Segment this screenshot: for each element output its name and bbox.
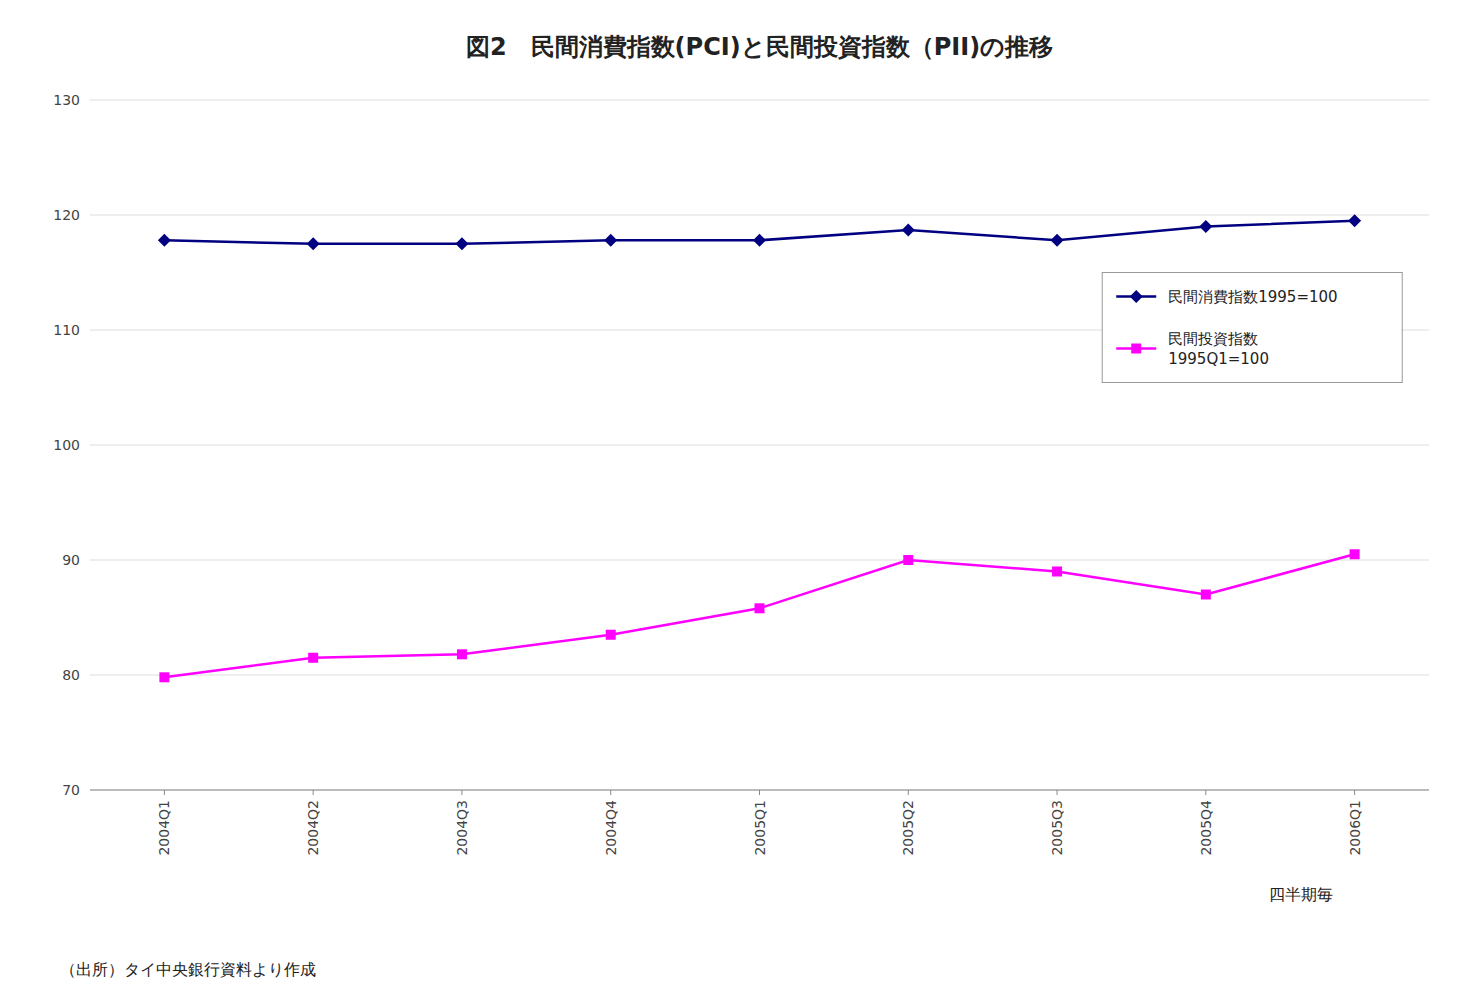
y-tick-label: 120 <box>53 207 80 223</box>
point <box>1348 214 1361 227</box>
x-tick <box>1057 790 1058 795</box>
grid-line <box>90 675 1429 676</box>
x-tick <box>908 790 909 795</box>
x-tick-label: 2005Q3 <box>1049 800 1065 856</box>
grid-line <box>90 215 1429 216</box>
x-tick-label: 2004Q1 <box>156 800 172 856</box>
legend-label: 民間投資指数 1995Q1=100 <box>1168 330 1269 368</box>
point <box>455 237 468 250</box>
title: 図2 民間消費指数(PCI)と民間投資指数（PII)の推移 <box>466 33 1053 61</box>
x-tick-label: 2005Q4 <box>1198 800 1214 856</box>
point <box>753 234 766 247</box>
x-axis-label: 四半期毎 <box>1269 885 1333 904</box>
x-tick-label: 2004Q2 <box>305 800 321 856</box>
point <box>158 234 171 247</box>
x-tick <box>461 790 462 795</box>
point <box>903 555 913 565</box>
x-tick-label: 2005Q1 <box>752 800 768 856</box>
x-tick <box>759 790 760 795</box>
grid-line <box>90 445 1429 446</box>
x-tick <box>164 790 165 795</box>
x-tick <box>1354 790 1355 795</box>
series-line <box>164 554 1354 677</box>
point <box>606 630 616 640</box>
chart: 図2 民間消費指数(PCI)と民間投資指数（PII)の推移 70 80 90 100 11… <box>0 0 1479 1000</box>
y-tick-label: 70 <box>62 782 80 798</box>
point <box>1350 549 1360 559</box>
x-tick <box>1205 790 1206 795</box>
grid-line <box>90 100 1429 101</box>
legend-label-line: 1995Q1=100 <box>1168 350 1269 368</box>
legend-box <box>1102 273 1402 383</box>
point <box>902 223 915 236</box>
x-tick-label: 2004Q3 <box>454 800 470 856</box>
point <box>755 603 765 613</box>
x-tick <box>313 790 314 795</box>
y-tick-label: 110 <box>53 322 80 338</box>
legend-label: 民間消費指数1995=100 <box>1168 288 1337 306</box>
grid-line <box>90 560 1429 561</box>
legend-label-line: 民間投資指数 <box>1168 330 1258 348</box>
legend-label-line: 民間消費指数1995=100 <box>1168 288 1337 306</box>
point <box>604 234 617 247</box>
point <box>1199 220 1212 233</box>
point <box>307 237 320 250</box>
point <box>457 649 467 659</box>
x-axis: 2004Q1 2004Q2 2004Q3 2004Q4 2005Q1 2005Q2 2005… <box>90 790 1429 856</box>
point <box>308 653 318 663</box>
x-tick-label: 2005Q2 <box>900 800 916 856</box>
x-tick-label: 2006Q1 <box>1347 800 1363 856</box>
x-tick <box>610 790 611 795</box>
legend-marker <box>1131 344 1141 354</box>
y-axis: 70 80 90 100 110 120 130 <box>53 92 1429 798</box>
footnote: （出所）タイ中央銀行資料より作成 <box>60 960 316 979</box>
point <box>159 672 169 682</box>
point <box>1052 567 1062 577</box>
y-tick-label: 100 <box>53 437 80 453</box>
y-tick-label: 80 <box>62 667 80 683</box>
legend-marker <box>1130 290 1143 303</box>
point <box>1051 234 1064 247</box>
x-tick-label: 2004Q4 <box>603 800 619 856</box>
legend: 民間消費指数1995=100 民間投資指数 1995Q1=100 <box>1102 273 1402 383</box>
y-tick-label: 130 <box>53 92 80 108</box>
point <box>1201 590 1211 600</box>
y-tick-label: 90 <box>62 552 80 568</box>
